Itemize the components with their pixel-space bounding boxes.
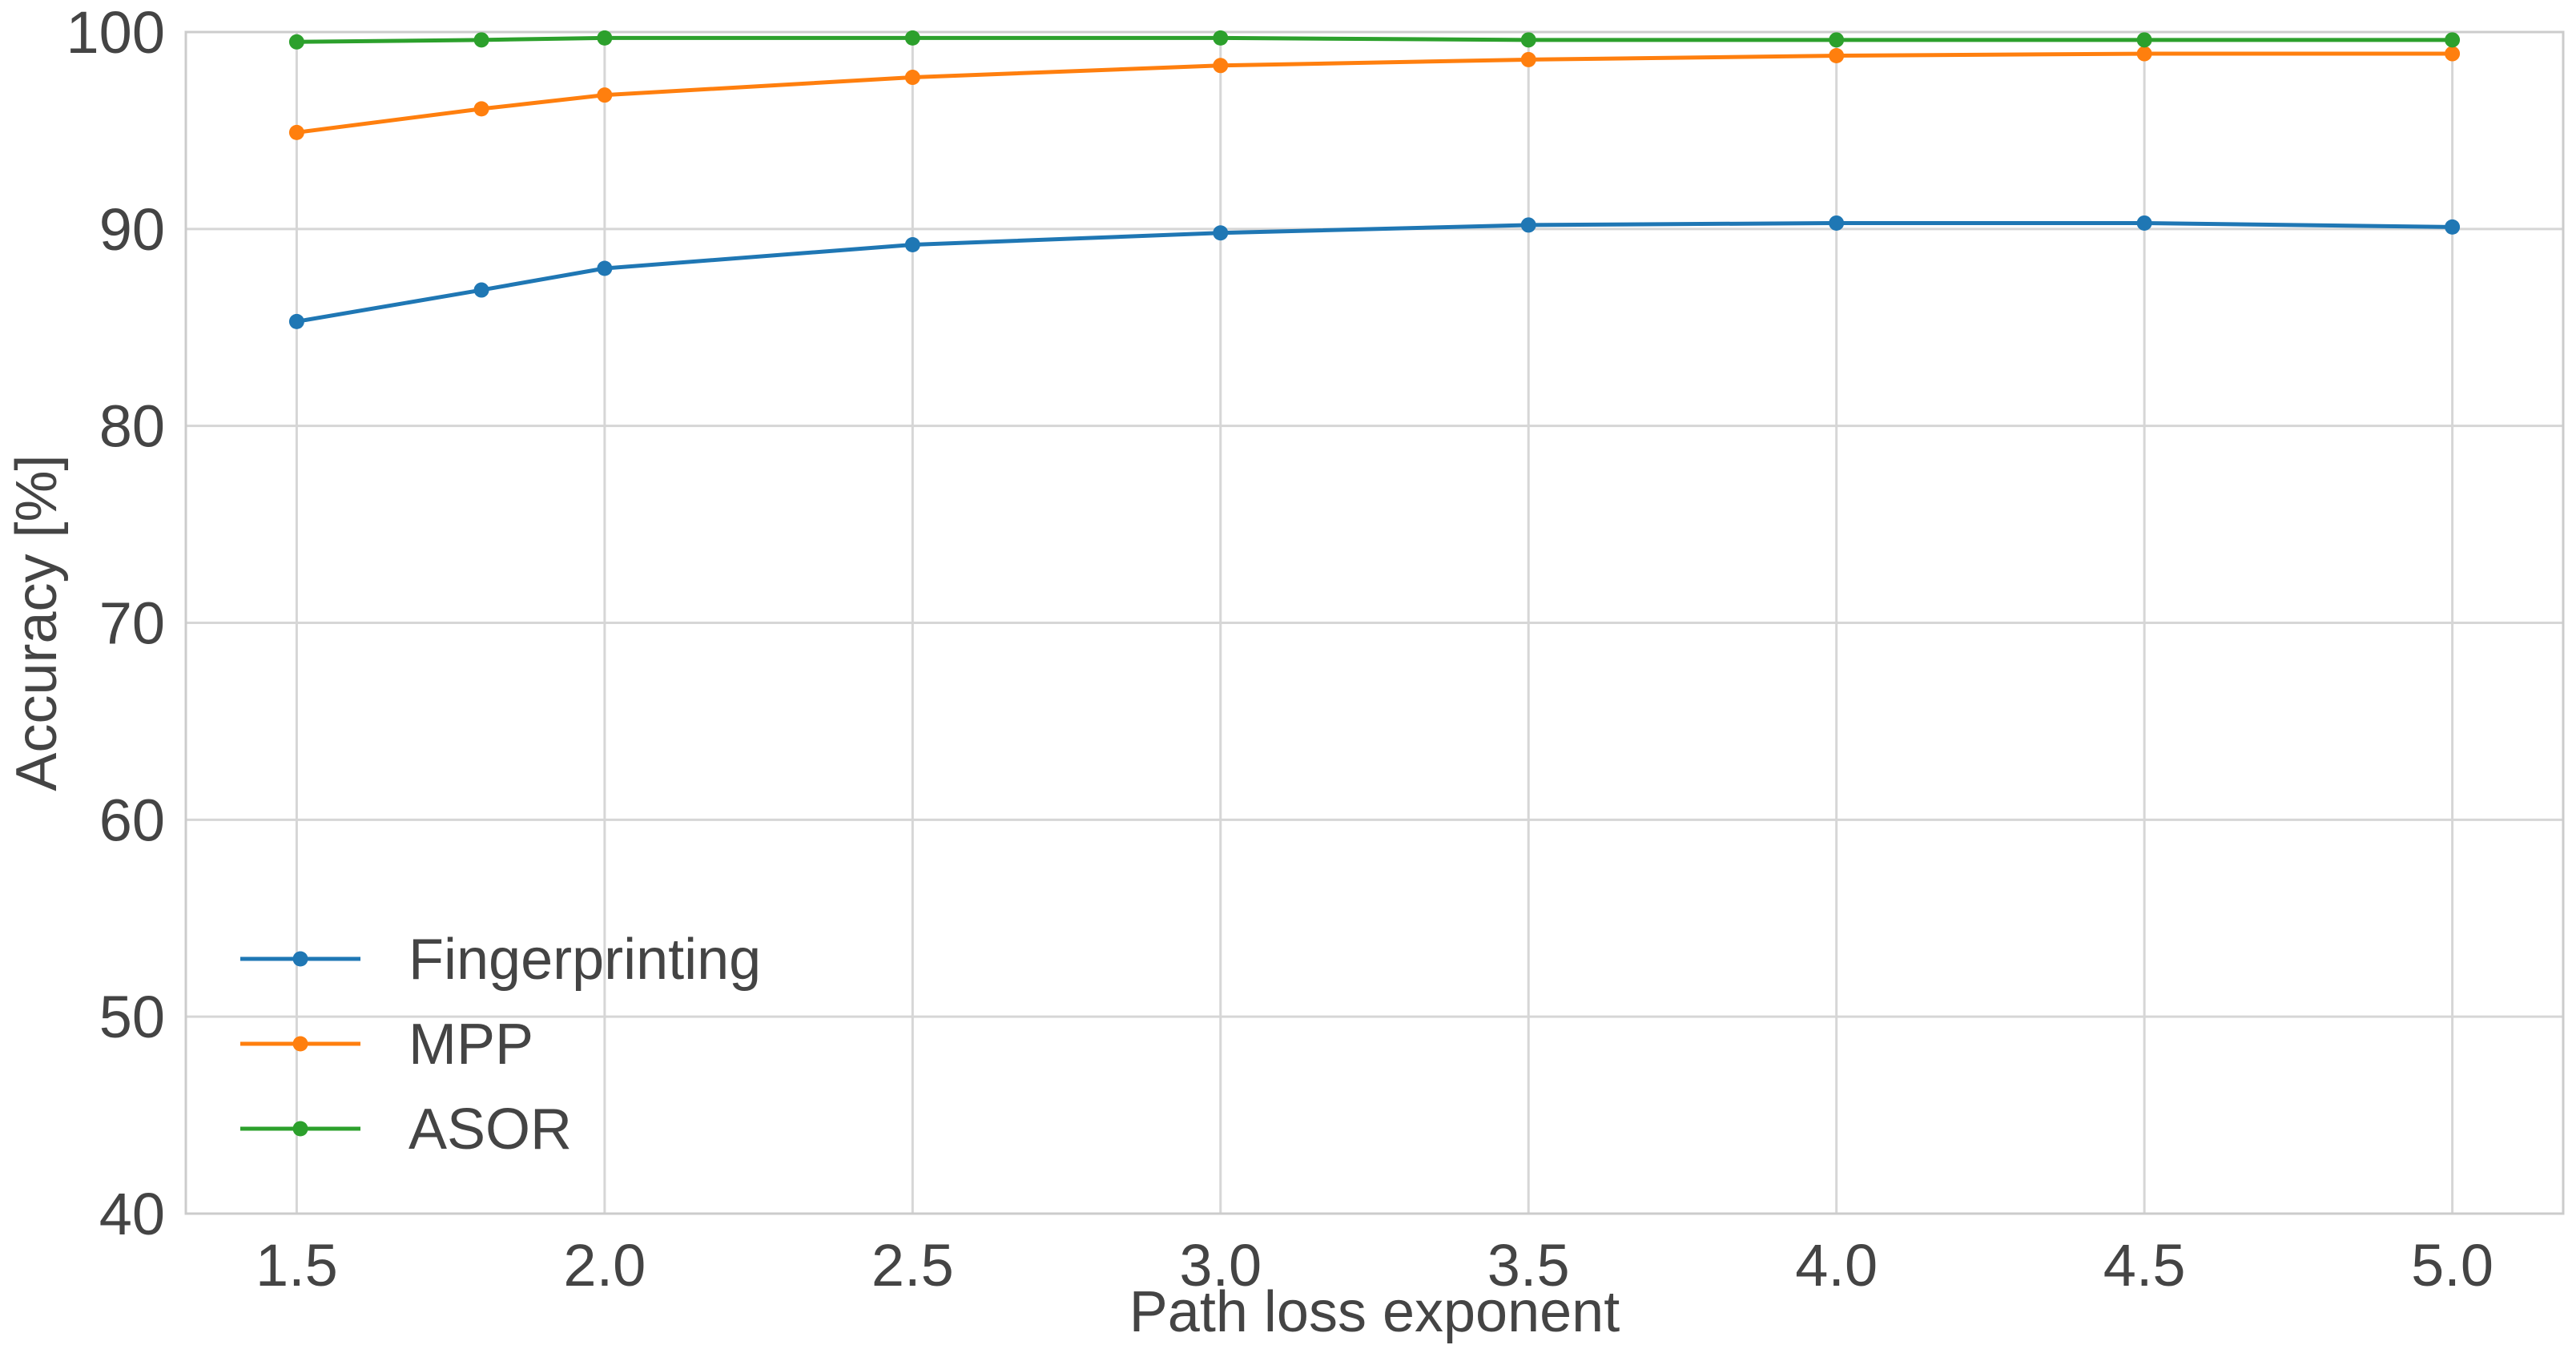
legend-item: ASOR: [240, 1097, 572, 1162]
series-asor: [288, 30, 2461, 50]
y-tick-label: 80: [99, 393, 165, 460]
x-tick-label: 3.5: [1487, 1232, 1570, 1299]
data-point: [473, 101, 489, 117]
data-point: [2445, 46, 2461, 62]
legend-label: MPP: [409, 1013, 533, 1077]
legend-marker: [292, 1121, 308, 1137]
x-tick-label: 1.5: [256, 1232, 338, 1299]
data-point: [2136, 215, 2152, 231]
data-point: [904, 30, 920, 46]
data-point: [597, 30, 613, 46]
y-tick-label: 90: [99, 196, 165, 263]
x-axis-ticks: 1.5 2.0 2.5 3.0 3.5 4.0 4.5 5.0: [256, 1232, 2493, 1299]
y-tick-label: 40: [99, 1181, 165, 1247]
data-point: [597, 260, 613, 276]
data-point: [288, 313, 304, 329]
data-point: [1213, 58, 1229, 74]
data-point: [904, 70, 920, 86]
legend-item: Fingerprinting: [240, 928, 761, 992]
legend-marker: [292, 951, 308, 967]
legend-marker: [292, 1036, 308, 1052]
data-point: [904, 237, 920, 252]
series-layer: [288, 30, 2461, 329]
y-tick-label: 60: [99, 787, 165, 853]
legend: Fingerprinting MPP ASOR: [240, 928, 761, 1162]
data-point: [1829, 32, 1845, 48]
data-point: [2136, 32, 2152, 48]
x-tick-label: 3.0: [1179, 1232, 1262, 1299]
data-point: [1520, 51, 1536, 67]
y-tick-label: 70: [99, 590, 165, 657]
legend-label: Fingerprinting: [409, 928, 761, 992]
x-tick-label: 5.0: [2411, 1232, 2493, 1299]
x-tick-label: 2.0: [563, 1232, 646, 1299]
data-point: [288, 124, 304, 140]
data-point: [1520, 32, 1536, 48]
data-point: [1213, 30, 1229, 46]
data-point: [1213, 225, 1229, 241]
data-point: [473, 32, 489, 48]
data-point: [2445, 32, 2461, 48]
series-mpp: [288, 46, 2461, 140]
plot-frame: [184, 30, 2565, 1215]
legend-item: MPP: [240, 1013, 533, 1077]
data-point: [597, 87, 613, 103]
data-point: [288, 34, 304, 50]
y-tick-label: 100: [66, 0, 165, 66]
data-point: [2445, 219, 2461, 235]
x-tick-label: 4.0: [1795, 1232, 1878, 1299]
data-point: [473, 282, 489, 298]
data-point: [1829, 215, 1845, 231]
series-fingerprinting: [288, 215, 2461, 329]
legend-label: ASOR: [409, 1097, 572, 1162]
x-tick-label: 4.5: [2103, 1232, 2186, 1299]
data-point: [2136, 46, 2152, 62]
x-tick-label: 2.5: [871, 1232, 954, 1299]
y-tick-label: 50: [99, 984, 165, 1050]
data-point: [1520, 217, 1536, 233]
y-axis-title: Accuracy [%]: [5, 454, 69, 791]
y-axis-ticks: 40 50 60 70 80 90 100: [66, 0, 165, 1247]
data-point: [1829, 48, 1845, 63]
x-axis-title: Path loss exponent: [1129, 1280, 1620, 1344]
